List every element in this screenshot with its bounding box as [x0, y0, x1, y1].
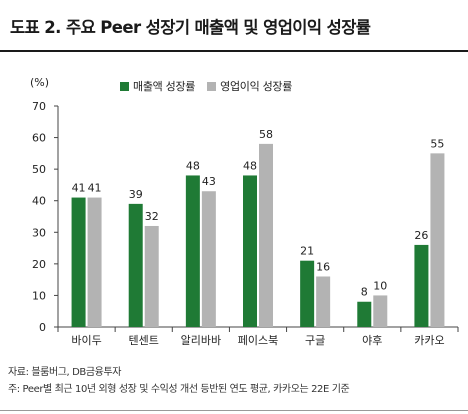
legend-swatch-operating — [207, 81, 217, 91]
data-label-revenue: 48 — [243, 159, 257, 172]
y-tick-label: 60 — [32, 132, 46, 145]
y-tick-label: 50 — [32, 163, 46, 176]
bar-operating — [373, 295, 388, 327]
bottom-divider — [0, 410, 468, 411]
data-label-revenue: 26 — [414, 229, 428, 242]
x-category-label: 구글 — [305, 334, 325, 347]
x-category-label: 카카오 — [414, 334, 444, 347]
legend-swatch-revenue — [120, 81, 129, 91]
bar-operating — [316, 276, 331, 327]
bar-operating — [144, 225, 159, 327]
footnotes: 자료: 블룸버그, DB금융투자 주: Peer별 최근 10년 외형 성장 및… — [8, 364, 350, 398]
y-tick-label: 0 — [39, 321, 46, 334]
data-label-revenue: 21 — [300, 245, 314, 258]
x-category-label: 바이두 — [71, 334, 101, 347]
legend-item-revenue: 매출액 성장률 — [120, 78, 195, 94]
y-tick-label: 30 — [32, 226, 46, 239]
data-label-operating: 43 — [202, 175, 216, 188]
bar-operating — [87, 197, 102, 327]
bar-revenue — [243, 175, 257, 327]
x-category-label: 텐센트 — [129, 334, 159, 347]
bar-revenue — [414, 244, 429, 327]
data-label-operating: 55 — [430, 137, 444, 150]
bar-operating — [430, 153, 445, 327]
x-category-label: 알리바바 — [181, 333, 221, 347]
bar-revenue — [185, 175, 200, 327]
chart-title: 도표 2. 주요 Peer 성장기 매출액 및 영업이익 성장률 — [10, 18, 371, 37]
y-tick-label: 40 — [32, 195, 46, 208]
bar-operating — [201, 191, 216, 327]
legend: 매출액 성장률 영업이익 성장률 — [120, 78, 304, 94]
y-tick-label: 70 — [32, 100, 46, 113]
method-note: 주: Peer별 최근 10년 외형 성장 및 수익성 개선 등반된 연도 평균… — [8, 384, 350, 395]
data-label-operating: 16 — [316, 260, 330, 273]
legend-label-revenue: 매출액 성장률 — [133, 80, 196, 93]
data-label-operating: 32 — [145, 210, 159, 223]
y-axis-unit-label: (%) — [30, 76, 49, 89]
data-label-revenue: 41 — [72, 182, 86, 195]
title-divider — [0, 50, 468, 52]
bar-revenue — [128, 203, 143, 327]
legend-label-operating: 영업이익 성장률 — [220, 80, 293, 93]
bar-revenue — [357, 301, 372, 327]
legend-item-operating: 영업이익 성장률 — [207, 78, 292, 94]
source-note: 자료: 블룸버그, DB금융투자 — [8, 367, 122, 378]
x-category-label: 페이스북 — [238, 334, 278, 347]
bar-operating — [259, 143, 273, 327]
data-label-revenue: 39 — [129, 188, 143, 201]
data-label-operating: 10 — [373, 279, 387, 292]
y-tick-label: 10 — [32, 289, 46, 302]
data-label-operating: 58 — [259, 128, 273, 141]
data-label-operating: 41 — [88, 182, 102, 195]
data-label-revenue: 8 — [361, 286, 368, 299]
y-tick-label: 20 — [32, 258, 46, 271]
x-category-label: 야후 — [362, 334, 382, 347]
bar-revenue — [71, 197, 86, 327]
bar-revenue — [300, 260, 315, 327]
data-label-revenue: 48 — [186, 159, 200, 172]
